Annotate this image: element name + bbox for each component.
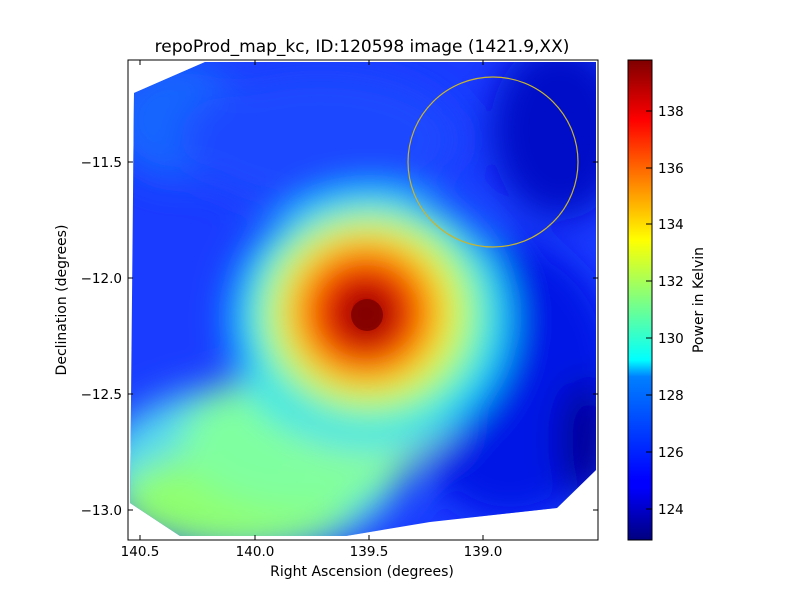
colorbar-tick-label: 126	[658, 445, 684, 461]
beam-circle	[407, 76, 579, 248]
x-axis: 140.5 140.0 139.5 139.0 Right Ascension …	[121, 60, 503, 580]
x-tick-label: 140.5	[121, 544, 160, 560]
plot-frame	[127, 59, 599, 541]
x-tick-label: 140.0	[236, 544, 275, 560]
colorbar-tick-label: 124	[658, 502, 684, 518]
y-tick-label: −13.0	[81, 503, 122, 519]
colorbar-tick-label: 136	[658, 161, 684, 177]
y-axis-label: Declination (degrees)	[54, 225, 70, 376]
colorbar: 124 126 128 130 132 134 136 138 Power in…	[627, 59, 707, 541]
y-axis: −11.5 −12.0 −12.5 −13.0 Declination (deg…	[54, 155, 598, 519]
y-tick-label: −12.0	[81, 271, 122, 287]
x-axis-label: Right Ascension (degrees)	[270, 564, 454, 580]
heatmap-image	[130, 62, 596, 536]
colorbar-tick-label: 132	[658, 274, 684, 290]
colorbar-tick-label: 138	[658, 104, 684, 120]
y-tick-label: −12.5	[81, 387, 122, 403]
colorbar-tick-label: 134	[658, 217, 684, 233]
colorbar-tick-label: 130	[658, 331, 684, 347]
colorbar-tick-label: 128	[658, 388, 684, 404]
colorbar-gradient	[627, 59, 653, 541]
y-tick-label: −11.5	[81, 155, 122, 171]
x-tick-label: 139.5	[350, 544, 389, 560]
x-tick-label: 139.0	[464, 544, 503, 560]
chart-title: repoProd_map_kc, ID:120598 image (1421.9…	[155, 37, 570, 57]
colorbar-label: Power in Kelvin	[691, 247, 707, 353]
